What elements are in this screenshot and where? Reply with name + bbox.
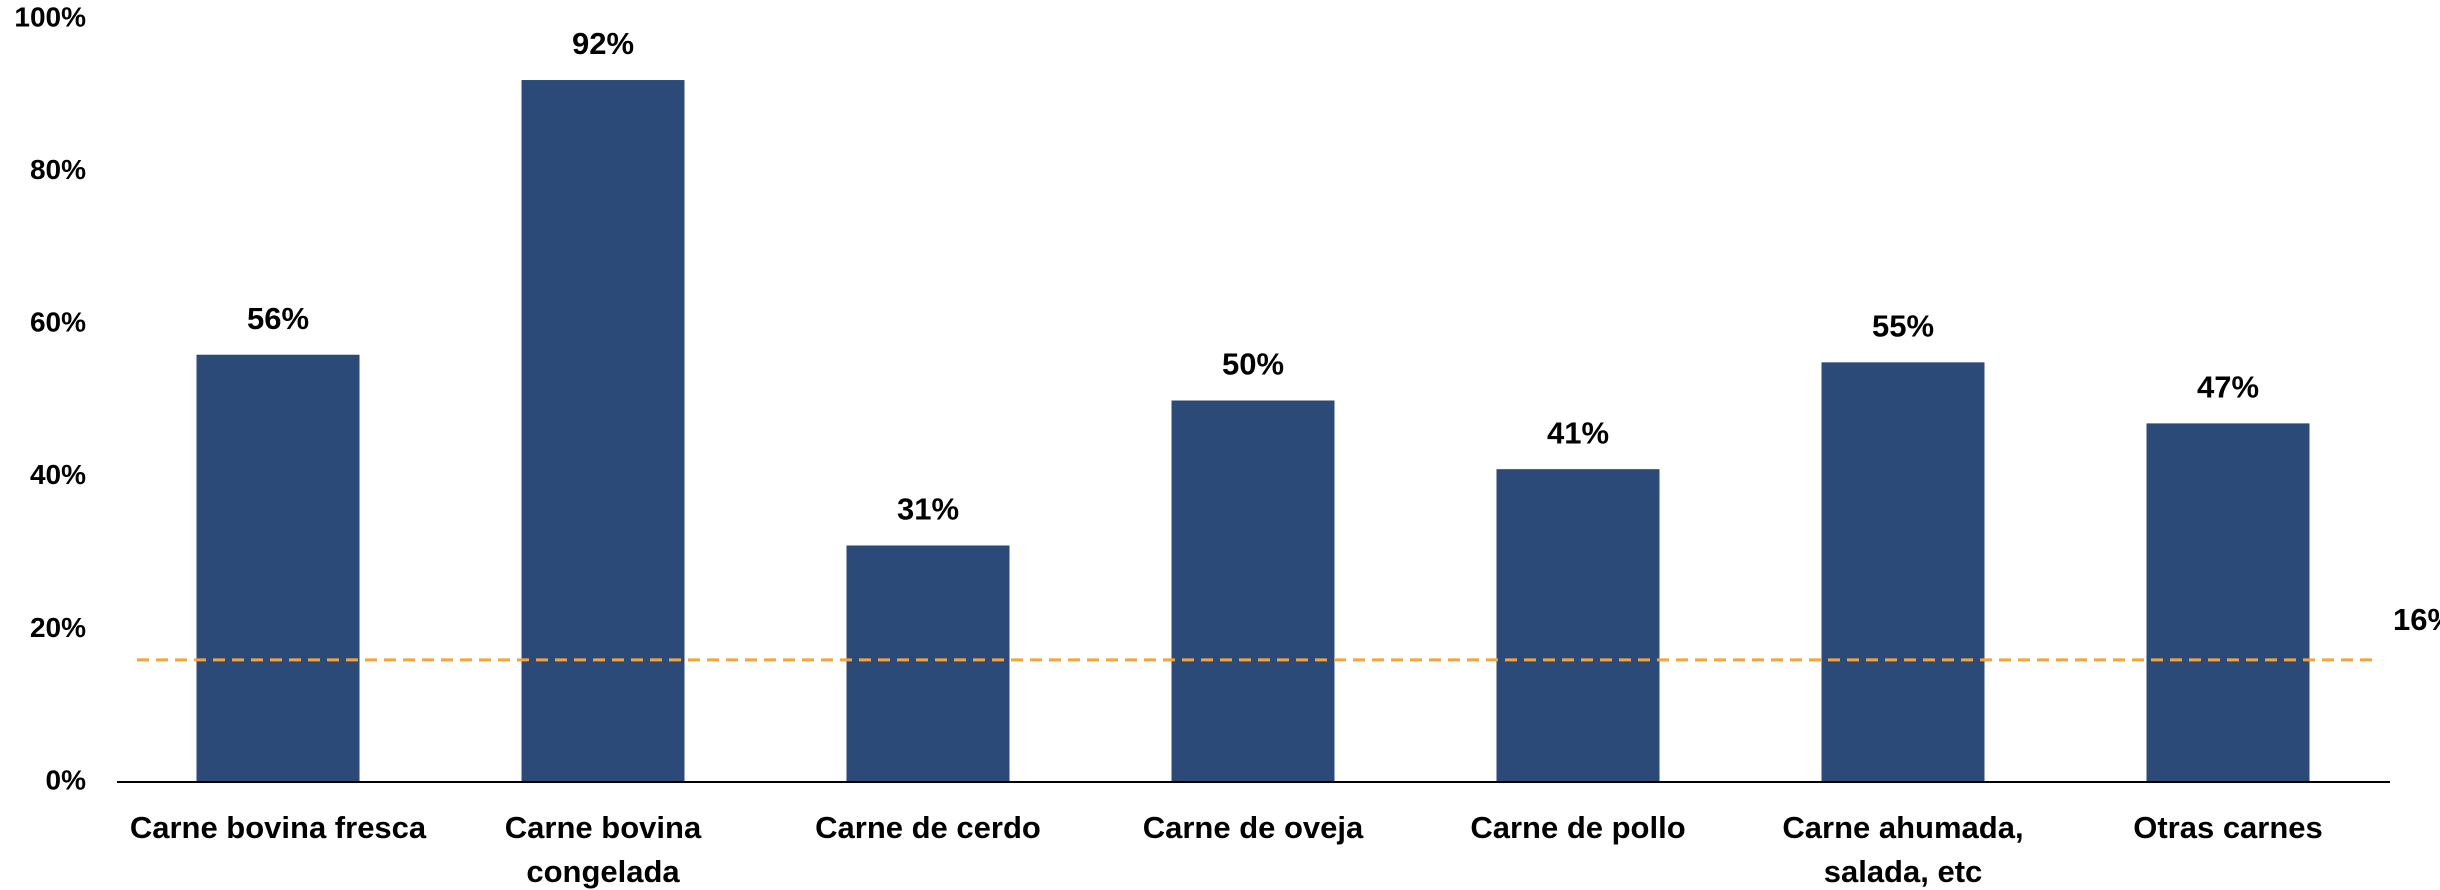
value-label: 41% xyxy=(1547,415,1609,450)
x-tick-label: Carne de cerdo xyxy=(815,810,1041,845)
x-tick-label: Carne bovina fresca xyxy=(130,810,427,845)
value-label: 31% xyxy=(897,492,959,527)
y-tick-label: 80% xyxy=(30,154,86,185)
x-tick-label: Carne ahumada, salada, etc xyxy=(1782,810,2023,889)
y-tick-label: 60% xyxy=(30,307,86,338)
x-tick-label: Carne bovina congelada xyxy=(505,810,702,889)
value-label: 50% xyxy=(1222,347,1284,382)
bar xyxy=(2146,423,2310,782)
y-tick-label: 100% xyxy=(14,1,86,32)
bar xyxy=(1496,469,1660,782)
value-label: 92% xyxy=(572,26,634,61)
bar xyxy=(196,354,360,782)
x-tick-label: Carne de oveja xyxy=(1143,810,1364,845)
x-tick-label: Carne de pollo xyxy=(1470,810,1685,845)
y-tick-label: 40% xyxy=(30,459,86,490)
bar xyxy=(521,80,685,783)
bar xyxy=(1171,400,1335,782)
value-label: 56% xyxy=(247,301,309,336)
reference-label: 16% xyxy=(2393,602,2440,637)
value-label: 55% xyxy=(1872,309,1934,344)
bar xyxy=(846,545,1010,782)
y-tick-label: 0% xyxy=(46,764,87,795)
value-label: 47% xyxy=(2197,370,2259,405)
bar xyxy=(1821,362,1985,782)
y-tick-label: 20% xyxy=(30,612,86,643)
x-tick-label: Otras carnes xyxy=(2133,810,2323,845)
